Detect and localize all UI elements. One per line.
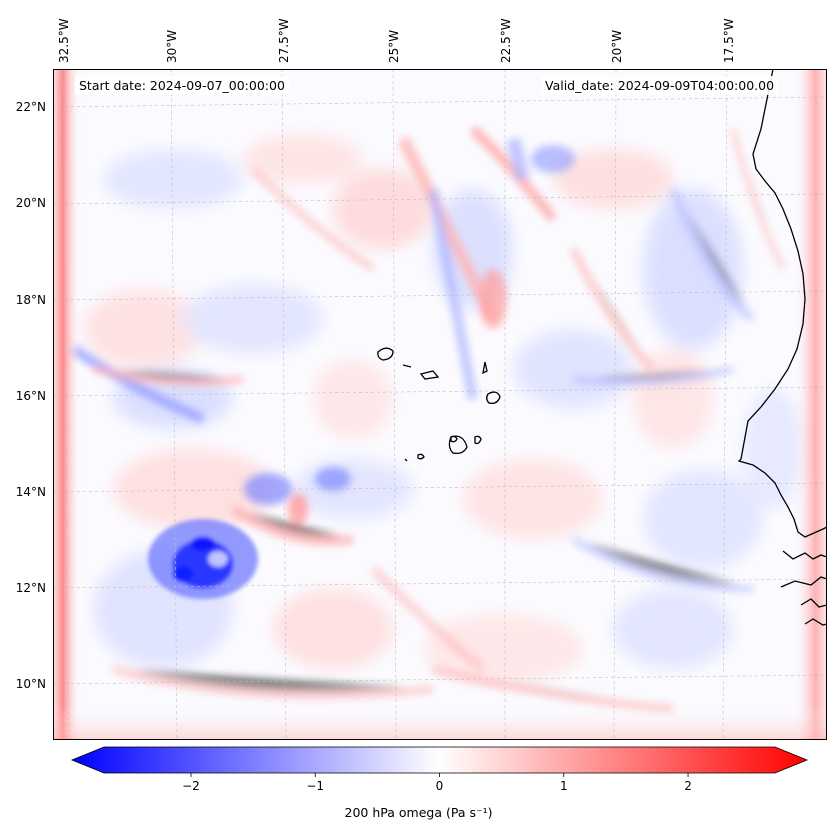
lat-label-12n: 12°N bbox=[16, 581, 46, 595]
bottom-boundary-zone bbox=[53, 704, 827, 740]
gridlines bbox=[53, 69, 827, 740]
colorbar: −2 −1 0 1 2 bbox=[70, 746, 809, 793]
island-maio bbox=[474, 435, 482, 445]
lat-label-18n: 18°N bbox=[16, 293, 46, 307]
omega-field bbox=[53, 69, 827, 740]
colorbar-tick-label: 2 bbox=[684, 779, 692, 793]
lon-label-17-5w: 17.5°W bbox=[722, 18, 736, 63]
right-boundary-zone bbox=[793, 69, 827, 740]
lat-label-16n: 16°N bbox=[16, 389, 46, 403]
island-sal bbox=[482, 361, 488, 375]
island-sao-nicolau bbox=[419, 370, 440, 380]
lon-label-27-5w: 27.5°W bbox=[277, 18, 291, 63]
lon-label-20w: 20°W bbox=[610, 30, 624, 63]
colorbar-gradient bbox=[70, 746, 809, 774]
lon-label-22-5w: 22.5°W bbox=[499, 18, 513, 63]
start-date-label: Start date: 2024-09-07_00:00:00 bbox=[75, 76, 289, 95]
valid-date-label: Valid_date: 2024-09-09T04:00:00.00 bbox=[541, 76, 779, 95]
map-frame-border bbox=[53, 69, 827, 740]
colorbar-tick-label: 1 bbox=[560, 779, 568, 793]
island-sao-vicente bbox=[402, 364, 412, 368]
lat-label-20n: 20°N bbox=[16, 196, 46, 210]
longitude-labels: 32.5°W 30°W 27.5°W 25°W 22.5°W 20°W 17.5… bbox=[57, 18, 736, 63]
colorbar-ticks: −2 −1 0 1 2 bbox=[182, 773, 692, 793]
island-rombo bbox=[404, 458, 408, 462]
island-boa-vista bbox=[486, 391, 501, 405]
colorbar-tick-label: −1 bbox=[306, 779, 324, 793]
colorbar-tick-label: 0 bbox=[436, 779, 444, 793]
lat-label-14n: 14°N bbox=[16, 485, 46, 499]
lon-label-25w: 25°W bbox=[387, 30, 401, 63]
west-africa-coastline bbox=[737, 69, 827, 538]
map-panel bbox=[53, 69, 827, 740]
island-santiago bbox=[448, 435, 468, 455]
island-brava bbox=[417, 453, 425, 460]
island-santo-antao bbox=[377, 347, 394, 361]
coastlines bbox=[377, 69, 827, 626]
lon-label-32-5w: 32.5°W bbox=[57, 18, 71, 63]
left-boundary-zone bbox=[53, 69, 81, 740]
colorbar-label: 200 hPa omega (Pa s⁻¹) bbox=[344, 805, 493, 820]
colorbar-tick-label: −2 bbox=[182, 779, 200, 793]
latitude-labels: 22°N 20°N 18°N 16°N 14°N 12°N 10°N bbox=[16, 100, 46, 691]
omega-streaks bbox=[70, 125, 787, 713]
lon-label-30w: 30°W bbox=[165, 30, 179, 63]
lat-label-10n: 10°N bbox=[16, 677, 46, 691]
lat-label-22n: 22°N bbox=[16, 100, 46, 114]
